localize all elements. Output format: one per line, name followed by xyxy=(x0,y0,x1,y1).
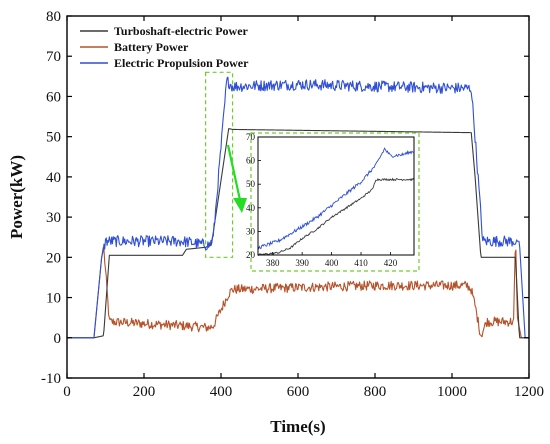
y-tick-label-0: -10 xyxy=(41,371,61,387)
inset-line-propulsion xyxy=(257,147,415,250)
y-tick-label-8: 70 xyxy=(46,49,61,65)
y-tick-label-1: 0 xyxy=(54,331,62,347)
legend-label-propulsion: Electric Propulsion Power xyxy=(114,56,249,70)
x-tick-label-6: 1200 xyxy=(514,384,544,400)
inset-y-tick-label-5: 70 xyxy=(246,132,256,142)
y-tick-label-4: 30 xyxy=(46,210,61,226)
series-line-propulsion xyxy=(67,76,529,339)
y-tick-label-7: 60 xyxy=(46,89,61,105)
plot-area: 0 200 400 600 800 1000 1200-100102030405060708… xyxy=(7,9,544,436)
y-tick-label-3: 20 xyxy=(46,250,61,266)
y-tick-label-6: 50 xyxy=(46,130,61,146)
legend: Turboshaft-electric Power Battery Power El… xyxy=(80,24,249,70)
x-tick-label-0: 0 xyxy=(63,384,71,400)
inset-plot: 380 390 400 410 420 20 30 40 50 60 70 xyxy=(246,132,420,272)
x-tick-label-2: 400 xyxy=(210,384,233,400)
x-tick-label-5: 1000 xyxy=(437,384,467,400)
inset-y-tick-label-1: 30 xyxy=(246,226,256,236)
inset-background xyxy=(258,137,414,255)
y-tick-label-9: 80 xyxy=(46,9,61,25)
zoom-arrow-head xyxy=(233,198,247,213)
y-tick-label-5: 40 xyxy=(46,170,61,186)
x-tick-label-3: 600 xyxy=(287,384,310,400)
y-axis-title: Power(kW) xyxy=(7,155,26,239)
x-axis-title: Time(s) xyxy=(270,417,325,436)
y-tick-label-2: 10 xyxy=(46,291,61,307)
inset-x-tick-label-2: 400 xyxy=(325,258,339,268)
x-tick-label-4: 800 xyxy=(364,384,387,400)
inset-x-tick-label-3: 410 xyxy=(354,258,368,268)
legend-label-turboshaft: Turboshaft-electric Power xyxy=(114,24,249,38)
inset-line-turboshaft xyxy=(257,177,415,257)
zoom-arrow-shaft xyxy=(226,144,242,201)
series-line-turboshaft xyxy=(67,128,529,339)
legend-label-battery: Battery Power xyxy=(114,40,189,54)
inset-x-tick-label-0: 380 xyxy=(266,258,280,268)
series-line-battery xyxy=(67,247,529,339)
inset-y-tick-label-2: 40 xyxy=(246,203,256,213)
inset-x-tick-label-4: 420 xyxy=(384,258,398,268)
inset-y-tick-label-0: 20 xyxy=(246,250,256,260)
inset-frame xyxy=(257,136,415,256)
inset-x-tick-label-1: 390 xyxy=(295,258,309,268)
inset-y-tick-label-3: 50 xyxy=(246,179,256,189)
x-tick-label-1: 200 xyxy=(133,384,156,400)
inset-y-tick-label-4: 60 xyxy=(246,156,256,166)
